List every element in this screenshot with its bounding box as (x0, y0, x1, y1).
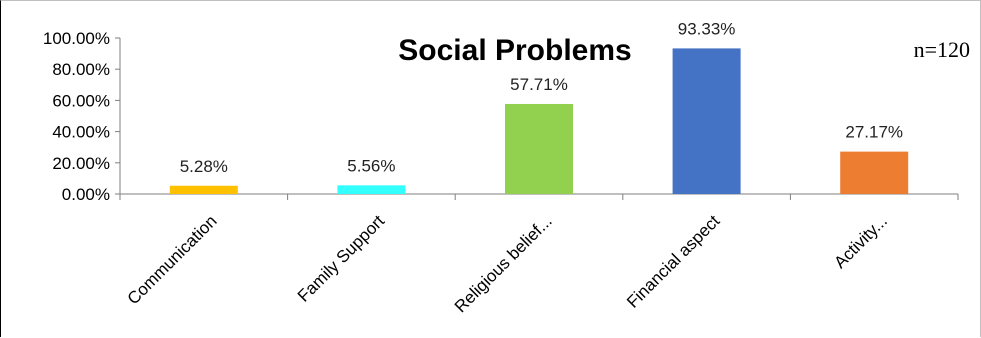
y-tick-label: 20.00% (52, 154, 110, 173)
bar (840, 151, 909, 194)
data-label: 27.17% (845, 123, 903, 142)
y-tick-label: 40.00% (52, 123, 110, 142)
x-tick-label: Family Support (294, 211, 388, 305)
y-tick-label: 0.00% (62, 185, 110, 204)
y-tick-label: 100.00% (43, 29, 110, 48)
data-label: 57.71% (510, 75, 568, 94)
bar (169, 185, 238, 194)
sample-size-note: n=120 (914, 37, 970, 62)
bar (505, 103, 573, 194)
data-label: 5.56% (347, 156, 395, 175)
x-tick-label: Religious belief... (451, 211, 556, 316)
bar (672, 48, 741, 195)
bars (169, 48, 909, 195)
y-tick-label: 80.00% (52, 60, 110, 79)
bar (337, 185, 406, 194)
data-label: 5.28% (180, 157, 228, 176)
x-tick-label: Financial aspect (623, 211, 723, 311)
y-axis: 0.00% 20.00% 40.00% 60.00% 80.00% 100.00% (43, 29, 121, 204)
y-tick-label: 60.00% (52, 91, 110, 110)
x-tick-label: Activity... (830, 211, 891, 272)
x-axis: Communication Family Support Religious bel… (119, 193, 959, 316)
x-tick-label: Communication (124, 211, 221, 308)
chart-title: Social Problems (398, 34, 631, 67)
data-labels: 5.28% 5.56% 57.71% 93.33% 27.17% (180, 19, 903, 175)
data-label: 93.33% (678, 19, 736, 38)
